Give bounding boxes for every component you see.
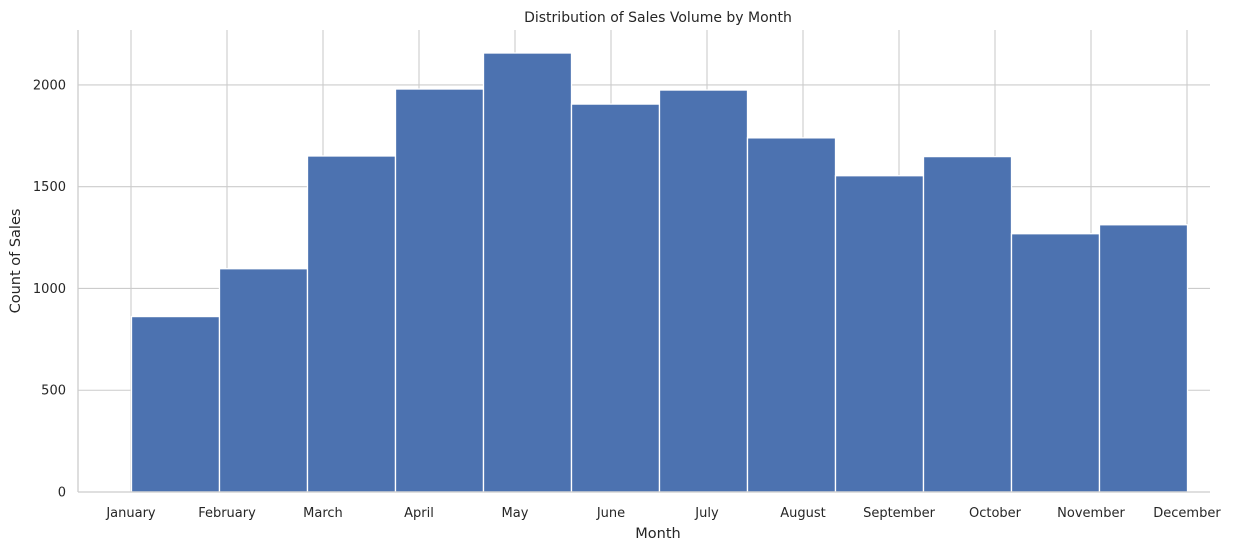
y-tick-labels: 0 500 1000 1500 2000 bbox=[33, 78, 66, 500]
x-tick-label: November bbox=[1057, 506, 1125, 521]
x-tick-label: September bbox=[863, 506, 936, 521]
y-tick-label: 500 bbox=[41, 384, 66, 399]
bar-october bbox=[922, 155, 1013, 493]
bar-july bbox=[658, 89, 749, 493]
chart-title: Distribution of Sales Volume by Month bbox=[524, 10, 792, 26]
bar-april bbox=[394, 88, 485, 493]
bar-march bbox=[306, 155, 397, 493]
bar-december bbox=[1098, 224, 1189, 493]
y-tick-label: 2000 bbox=[33, 78, 66, 93]
x-tick-label: May bbox=[502, 506, 529, 521]
x-tick-label: February bbox=[198, 506, 256, 521]
y-tick-label: 1000 bbox=[33, 282, 66, 297]
x-axis-label: Month bbox=[635, 526, 680, 542]
bar-november bbox=[1010, 233, 1101, 493]
x-tick-label: March bbox=[303, 506, 343, 521]
y-tick-label: 1500 bbox=[33, 180, 66, 195]
bar-february bbox=[218, 268, 309, 493]
y-axis-label: Count of Sales bbox=[8, 209, 24, 314]
y-tick-label: 0 bbox=[58, 486, 66, 501]
bars bbox=[130, 52, 1189, 493]
x-tick-label: October bbox=[969, 506, 1022, 521]
bar-september bbox=[834, 175, 925, 493]
x-tick-labels: January February March April May June July Augu… bbox=[105, 506, 1221, 521]
x-tick-label: January bbox=[105, 506, 156, 521]
bar-january bbox=[130, 315, 221, 493]
x-tick-label: June bbox=[596, 506, 625, 521]
bar-august bbox=[746, 137, 837, 493]
bar-may bbox=[482, 52, 573, 493]
x-tick-label: December bbox=[1153, 506, 1221, 521]
x-tick-label: August bbox=[780, 506, 826, 521]
bar-june bbox=[570, 103, 661, 493]
x-tick-label: July bbox=[694, 506, 719, 521]
axes-spines bbox=[77, 30, 1210, 493]
x-tick-label: April bbox=[404, 506, 434, 521]
